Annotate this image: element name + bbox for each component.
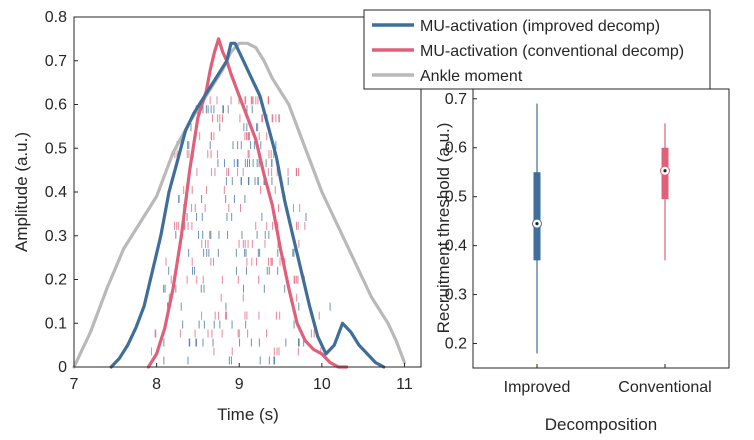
left-x-axis-label: Time (s) [217,405,279,424]
box-median-dot [535,222,539,226]
right-plot-frame [472,88,730,369]
legend: MU-activation (improved decomp) MU-activ… [363,9,711,90]
left-x-ticks: 7 8 9 10 11 [70,363,413,393]
right-x-axis-label: Decomposition [545,415,657,434]
right-x-ticks: Improved Conventional [504,364,712,396]
left-x-tick-label: 8 [152,376,161,393]
left-y-tick-label: 0.7 [45,53,67,70]
legend-label-improved: MU-activation (improved decomp) [420,18,660,35]
left-y-tick-label: 0 [58,359,67,376]
left-y-tick-label: 0.3 [45,228,67,245]
left-x-tick-label: 7 [70,376,79,393]
right-x-tick-label: Improved [504,379,571,396]
time-series-chart: 7 8 9 10 11 0 0.1 0.2 0.3 0.4 0.5 0.6 0.7 0.8 Time (… [12,9,422,424]
right-y-tick-label: 0.7 [445,91,467,108]
left-x-tick-label: 11 [396,376,413,393]
left-y-tick-label: 0.6 [45,97,67,114]
left-y-ticks: 0 0.1 0.2 0.3 0.4 0.5 0.6 0.7 0.8 [45,9,78,376]
legend-label-conventional: MU-activation (conventional decomp) [420,43,684,60]
right-y-tick-label: 0.2 [445,336,467,353]
legend-label-ankle: Ankle moment [420,68,523,85]
right-y-tick-label: 0.4 [445,238,467,255]
spike-raster [151,96,331,365]
right-y-tick-label: 0.6 [445,140,467,157]
series-line-0 [109,41,386,369]
boxplots [532,103,670,354]
series-line-2 [72,41,407,369]
left-y-tick-label: 0.8 [45,9,67,26]
legend-box [363,9,711,90]
right-x-tick-label: Conventional [618,379,711,396]
series-line-1 [146,37,349,369]
right-y-ticks: 0.2 0.3 0.4 0.5 0.6 0.7 [445,91,477,353]
box-iqr [533,172,541,261]
left-x-tick-label: 9 [235,376,244,393]
left-y-tick-label: 0.5 [45,140,67,157]
left-y-axis-label: Amplitude (a.u.) [12,132,31,252]
right-y-tick-label: 0.5 [445,189,467,206]
left-x-tick-label: 10 [313,376,331,393]
left-y-tick-label: 0.4 [45,184,67,201]
right-y-axis-label: Recruitment threshold (a.u.) [434,123,453,334]
box-median-dot [663,169,667,173]
left-y-tick-label: 0.1 [45,315,67,332]
left-y-tick-label: 0.2 [45,272,67,289]
series-lines [72,37,407,369]
right-y-tick-label: 0.3 [445,287,467,304]
boxplot-chart: 0.20.30.40.50.60.7 Improved Conventional … [434,88,730,434]
